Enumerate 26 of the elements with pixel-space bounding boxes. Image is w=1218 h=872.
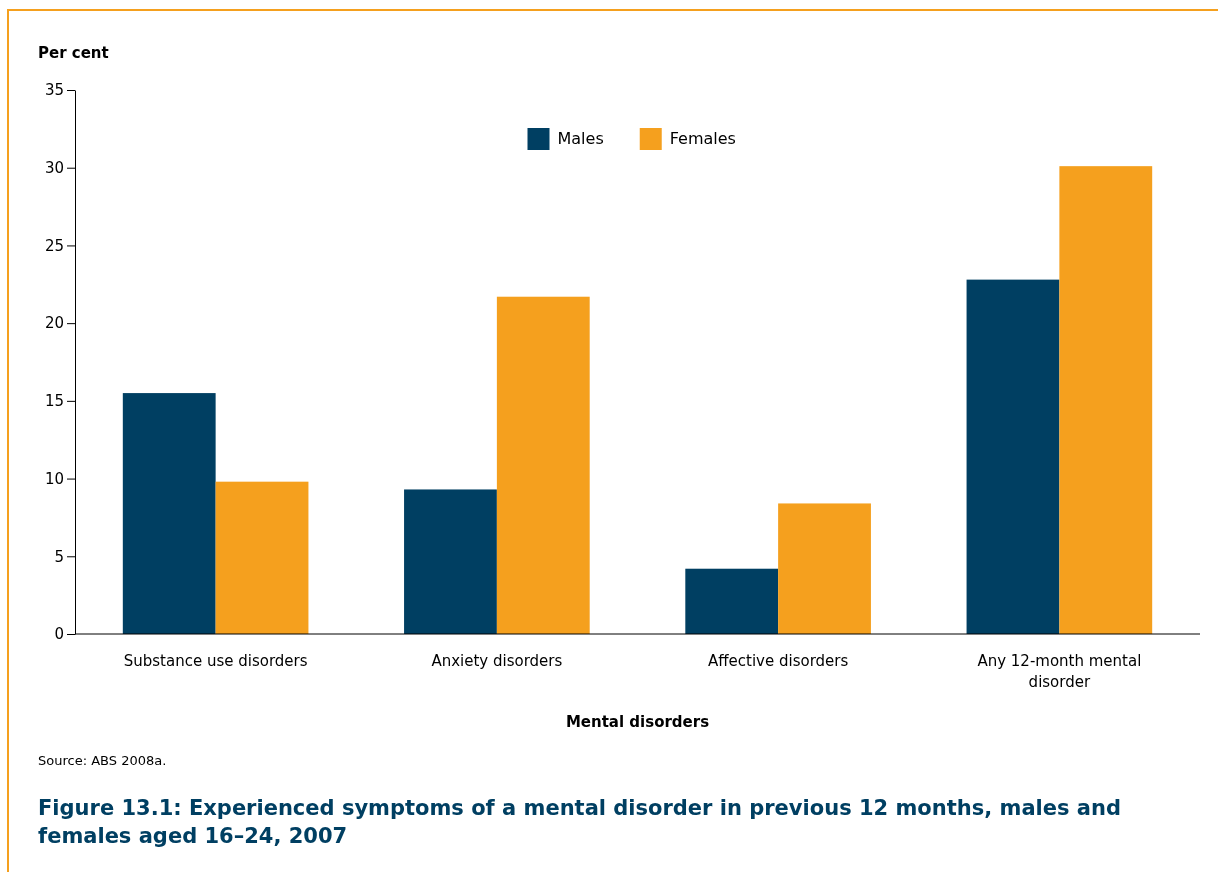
text: Figure 13.1: Experienced symptoms of a mental disorder in previous 12 months, males and females aged 16–24, 2007: [38, 796, 1121, 848]
source-note: Source: ABS 2008a.: [38, 753, 167, 768]
x-tick-label: Affective disorders: [707, 652, 849, 670]
y-axis-title: Per cent: [38, 44, 109, 62]
y-tick-label: 0: [54, 625, 64, 644]
bar: [496, 296, 590, 634]
bar: [966, 279, 1060, 634]
y-tick-label: 30: [44, 159, 64, 178]
bar: [122, 393, 216, 634]
x-axis-title: Mental disorders: [565, 713, 710, 731]
x-tick-label: Any 12-month mental disorder: [977, 652, 1142, 691]
y-tick-label: 15: [44, 392, 64, 411]
bar: [1059, 166, 1153, 634]
y-tick-label: 10: [44, 469, 64, 488]
legend-label: Females: [669, 129, 736, 148]
y-tick-label: 25: [44, 236, 64, 255]
x-tick-label: Anxiety disorders: [431, 652, 563, 670]
x-tick-label: Substance use disorders: [123, 652, 308, 670]
y-tick-label: 35: [44, 81, 64, 100]
y-tick-label: 20: [44, 314, 64, 333]
bar: [778, 503, 871, 634]
bar: [404, 489, 497, 634]
y-tick-label: 5: [54, 547, 64, 566]
bar: [685, 568, 779, 634]
bar: [215, 481, 309, 634]
legend-label: Males: [557, 129, 604, 148]
